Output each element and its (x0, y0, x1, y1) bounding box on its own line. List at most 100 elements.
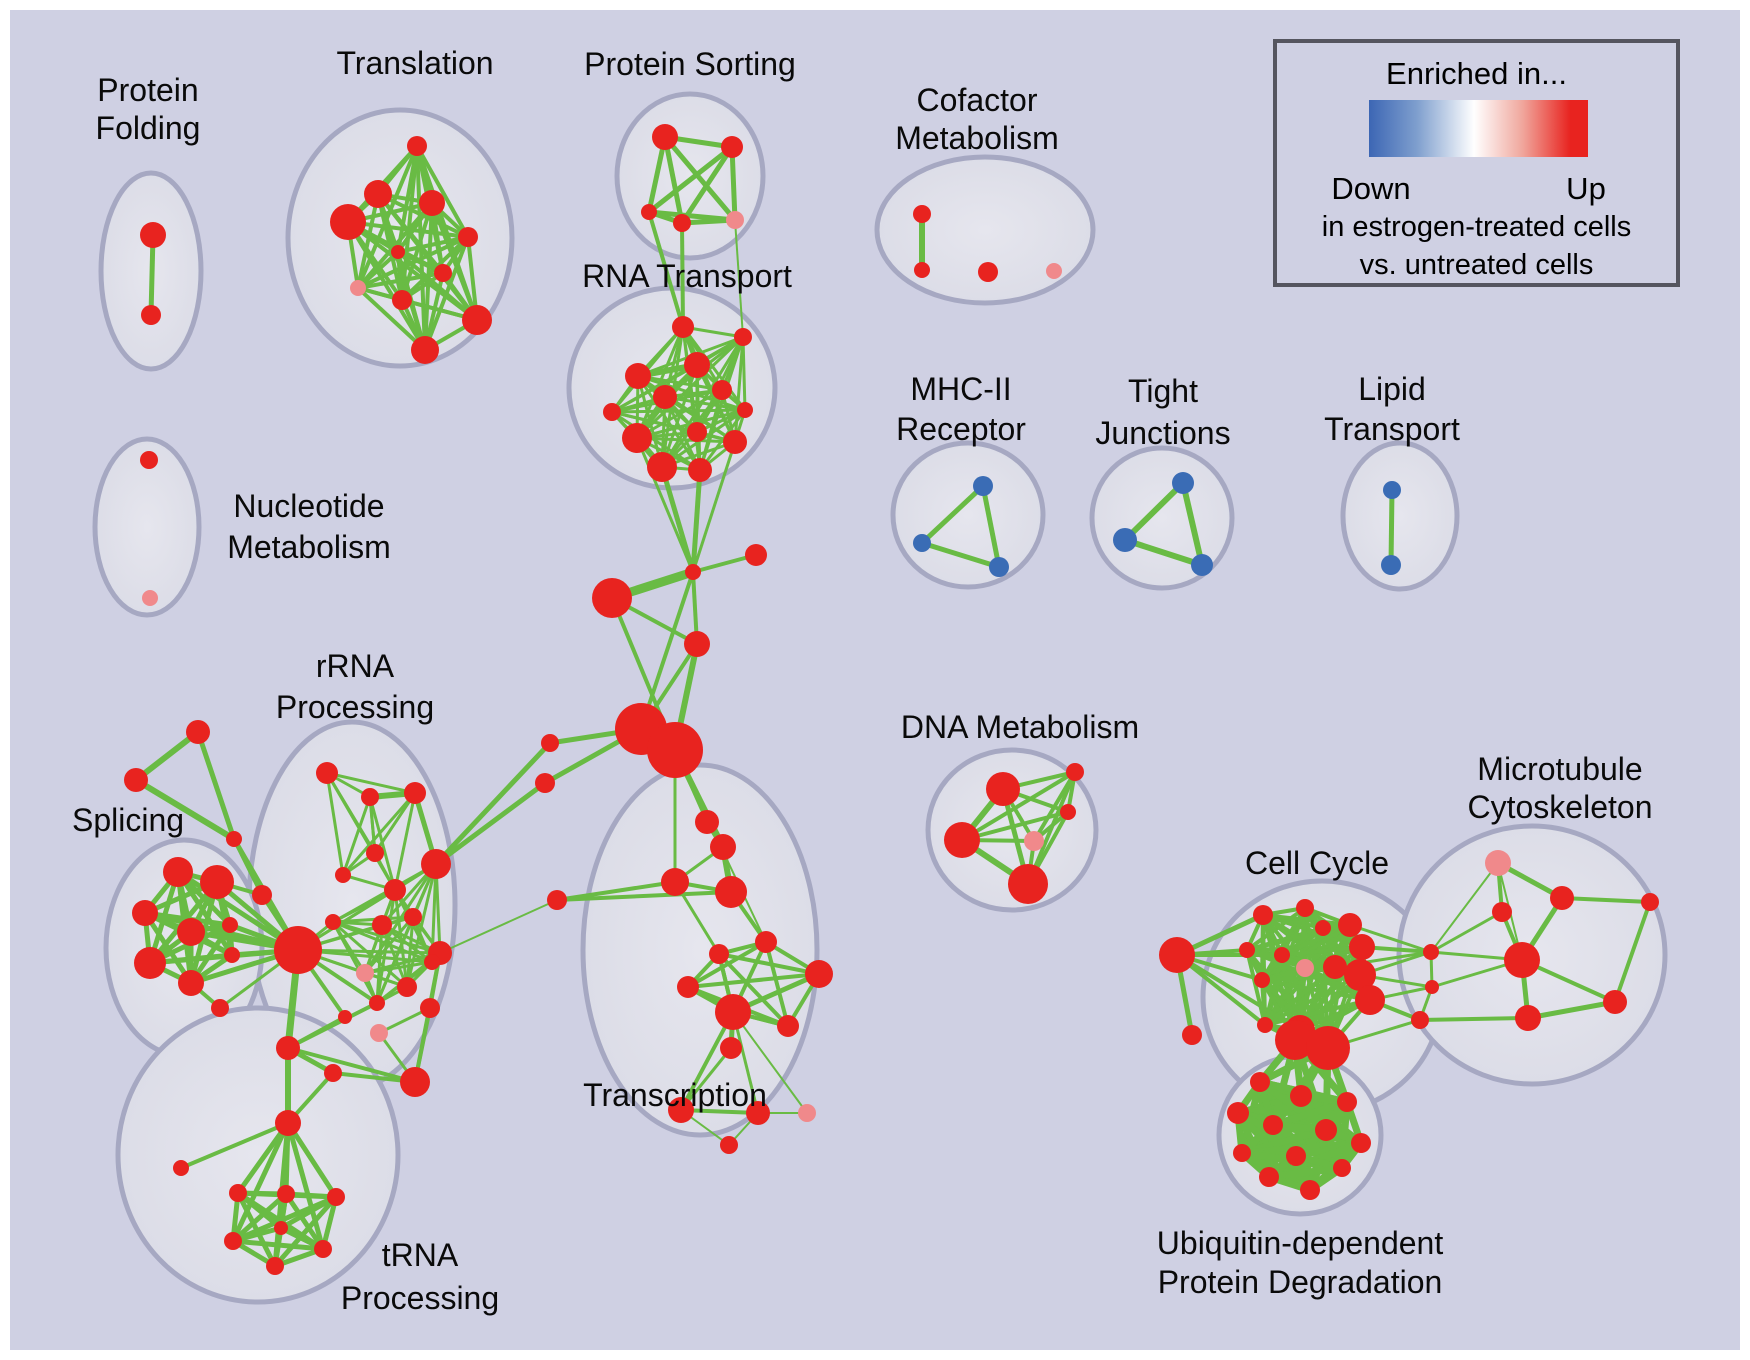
edge-r1-r6 (325, 772, 345, 876)
node-rhub (274, 926, 322, 974)
node-rt10 (647, 452, 677, 482)
edge-ps4-rt1 (680, 222, 685, 328)
node-T8 (677, 976, 699, 998)
edge-lt1-lt2 (1388, 489, 1395, 566)
edge-tl6-tl8 (356, 250, 400, 290)
edge-r3-r5 (373, 792, 417, 854)
edge-h-x1 (235, 1121, 291, 1195)
node-c10 (1254, 972, 1270, 988)
cluster-label-rrna-processing-line1: rRNA (316, 648, 395, 684)
node-rp1 (356, 964, 374, 982)
node-x7 (274, 1221, 288, 1235)
node-x1 (229, 1184, 247, 1202)
node-x2 (277, 1185, 295, 1203)
node-rt9 (723, 430, 747, 454)
node-rt8 (687, 422, 707, 442)
edge-r9-r11 (332, 915, 414, 924)
edge-h-x3 (285, 1121, 339, 1199)
cluster-label-tight-junctions-line2: Junctions (1095, 415, 1230, 451)
cluster-label-cofactor-metabolism-line1: Cofactor (917, 82, 1038, 118)
edge-tl2-tl8 (356, 193, 380, 289)
cluster-label-protein-folding-line2: Folding (96, 110, 201, 146)
node-ps5 (726, 211, 744, 229)
edge-rt4-rt9 (695, 364, 737, 443)
node-u5 (1263, 1115, 1283, 1135)
node-u6 (1315, 1119, 1337, 1141)
node-m3 (1504, 942, 1540, 978)
node-rt5 (712, 380, 732, 400)
node-r9 (325, 914, 341, 930)
edge-r20-r22 (287, 1046, 416, 1084)
node-r10 (372, 915, 392, 935)
node-d5 (1066, 763, 1084, 781)
node-T12 (720, 1037, 742, 1059)
edge-tj1-tj2 (1122, 480, 1186, 543)
edge-rt12-rt13 (611, 408, 746, 414)
cluster-label-nucleotide-metabolism-line1: Nucleotide (233, 488, 384, 524)
node-tl11 (411, 336, 439, 364)
node-t1 (186, 720, 210, 744)
edge-c6-mj1 (1349, 923, 1432, 954)
node-mp (1485, 850, 1511, 876)
node-c2 (1239, 942, 1255, 958)
cluster-label-microtubule-cytoskeleton-line2: Cytoskeleton (1468, 789, 1653, 825)
node-br1 (252, 885, 272, 905)
node-rt4 (684, 352, 710, 378)
cluster-label-ubiquitin-degradation-line2: Protein Degradation (1158, 1264, 1443, 1300)
edge-rt4-rt13 (611, 363, 698, 414)
node-c13 (1355, 985, 1385, 1015)
node-u1 (1250, 1072, 1270, 1092)
edge-ps2-ps5 (729, 146, 738, 221)
edge-r9-rp1 (331, 921, 367, 974)
node-mh1 (973, 476, 993, 496)
node-j3 (592, 578, 632, 618)
node-br2 (211, 999, 229, 1017)
node-r16 (424, 954, 440, 970)
node-u11 (1333, 1159, 1351, 1177)
edge-rt11-rt13 (611, 410, 701, 472)
node-ps4 (673, 214, 691, 232)
node-T2 (710, 834, 736, 860)
edge-d4-d5 (1026, 771, 1077, 885)
node-mj1 (1423, 944, 1439, 960)
edge-tj2-tj3 (1124, 537, 1203, 568)
node-mh3 (989, 557, 1009, 577)
node-d2 (944, 822, 980, 858)
node-T5 (547, 890, 567, 910)
edge-r11-rp1 (363, 916, 415, 974)
node-T14 (746, 1101, 770, 1125)
edge-L2-r4 (434, 780, 547, 867)
node-tl1 (407, 136, 427, 156)
legend-up-label: Up (1566, 171, 1606, 206)
cluster-label-protein-folding-line1: Protein (97, 72, 198, 108)
node-tl7 (434, 264, 452, 282)
edge-rt5-rt11 (698, 389, 724, 471)
node-rp2 (370, 1024, 388, 1042)
node-T15 (798, 1104, 816, 1122)
edge-rt9-j1 (691, 441, 737, 573)
edge-u10-u11 (1268, 1164, 1343, 1181)
node-t2 (124, 768, 148, 792)
edge-m1-m6 (1561, 896, 1651, 904)
node-T7 (709, 944, 729, 964)
node-T4 (715, 876, 747, 908)
node-u12 (1300, 1180, 1320, 1200)
node-c12 (1344, 959, 1376, 991)
cluster-label-splicing: Splicing (72, 802, 184, 838)
legend-box: Enriched in... Down Up in estrogen-treat… (1273, 39, 1680, 287)
node-L2 (535, 773, 555, 793)
cluster-label-cell-cycle: Cell Cycle (1245, 845, 1389, 881)
edge-pf1-pf2 (148, 234, 156, 316)
edge-t1-t2 (134, 729, 200, 783)
node-d1 (986, 772, 1020, 806)
edge-tl1-tl5 (415, 145, 470, 238)
node-j1 (685, 564, 701, 580)
node-T16 (720, 1136, 738, 1154)
node-r22 (400, 1067, 430, 1097)
node-x3 (327, 1188, 345, 1206)
edge-L1-r4 (434, 741, 552, 866)
node-j4 (684, 631, 710, 657)
edge-ps3-rt1 (647, 211, 685, 328)
